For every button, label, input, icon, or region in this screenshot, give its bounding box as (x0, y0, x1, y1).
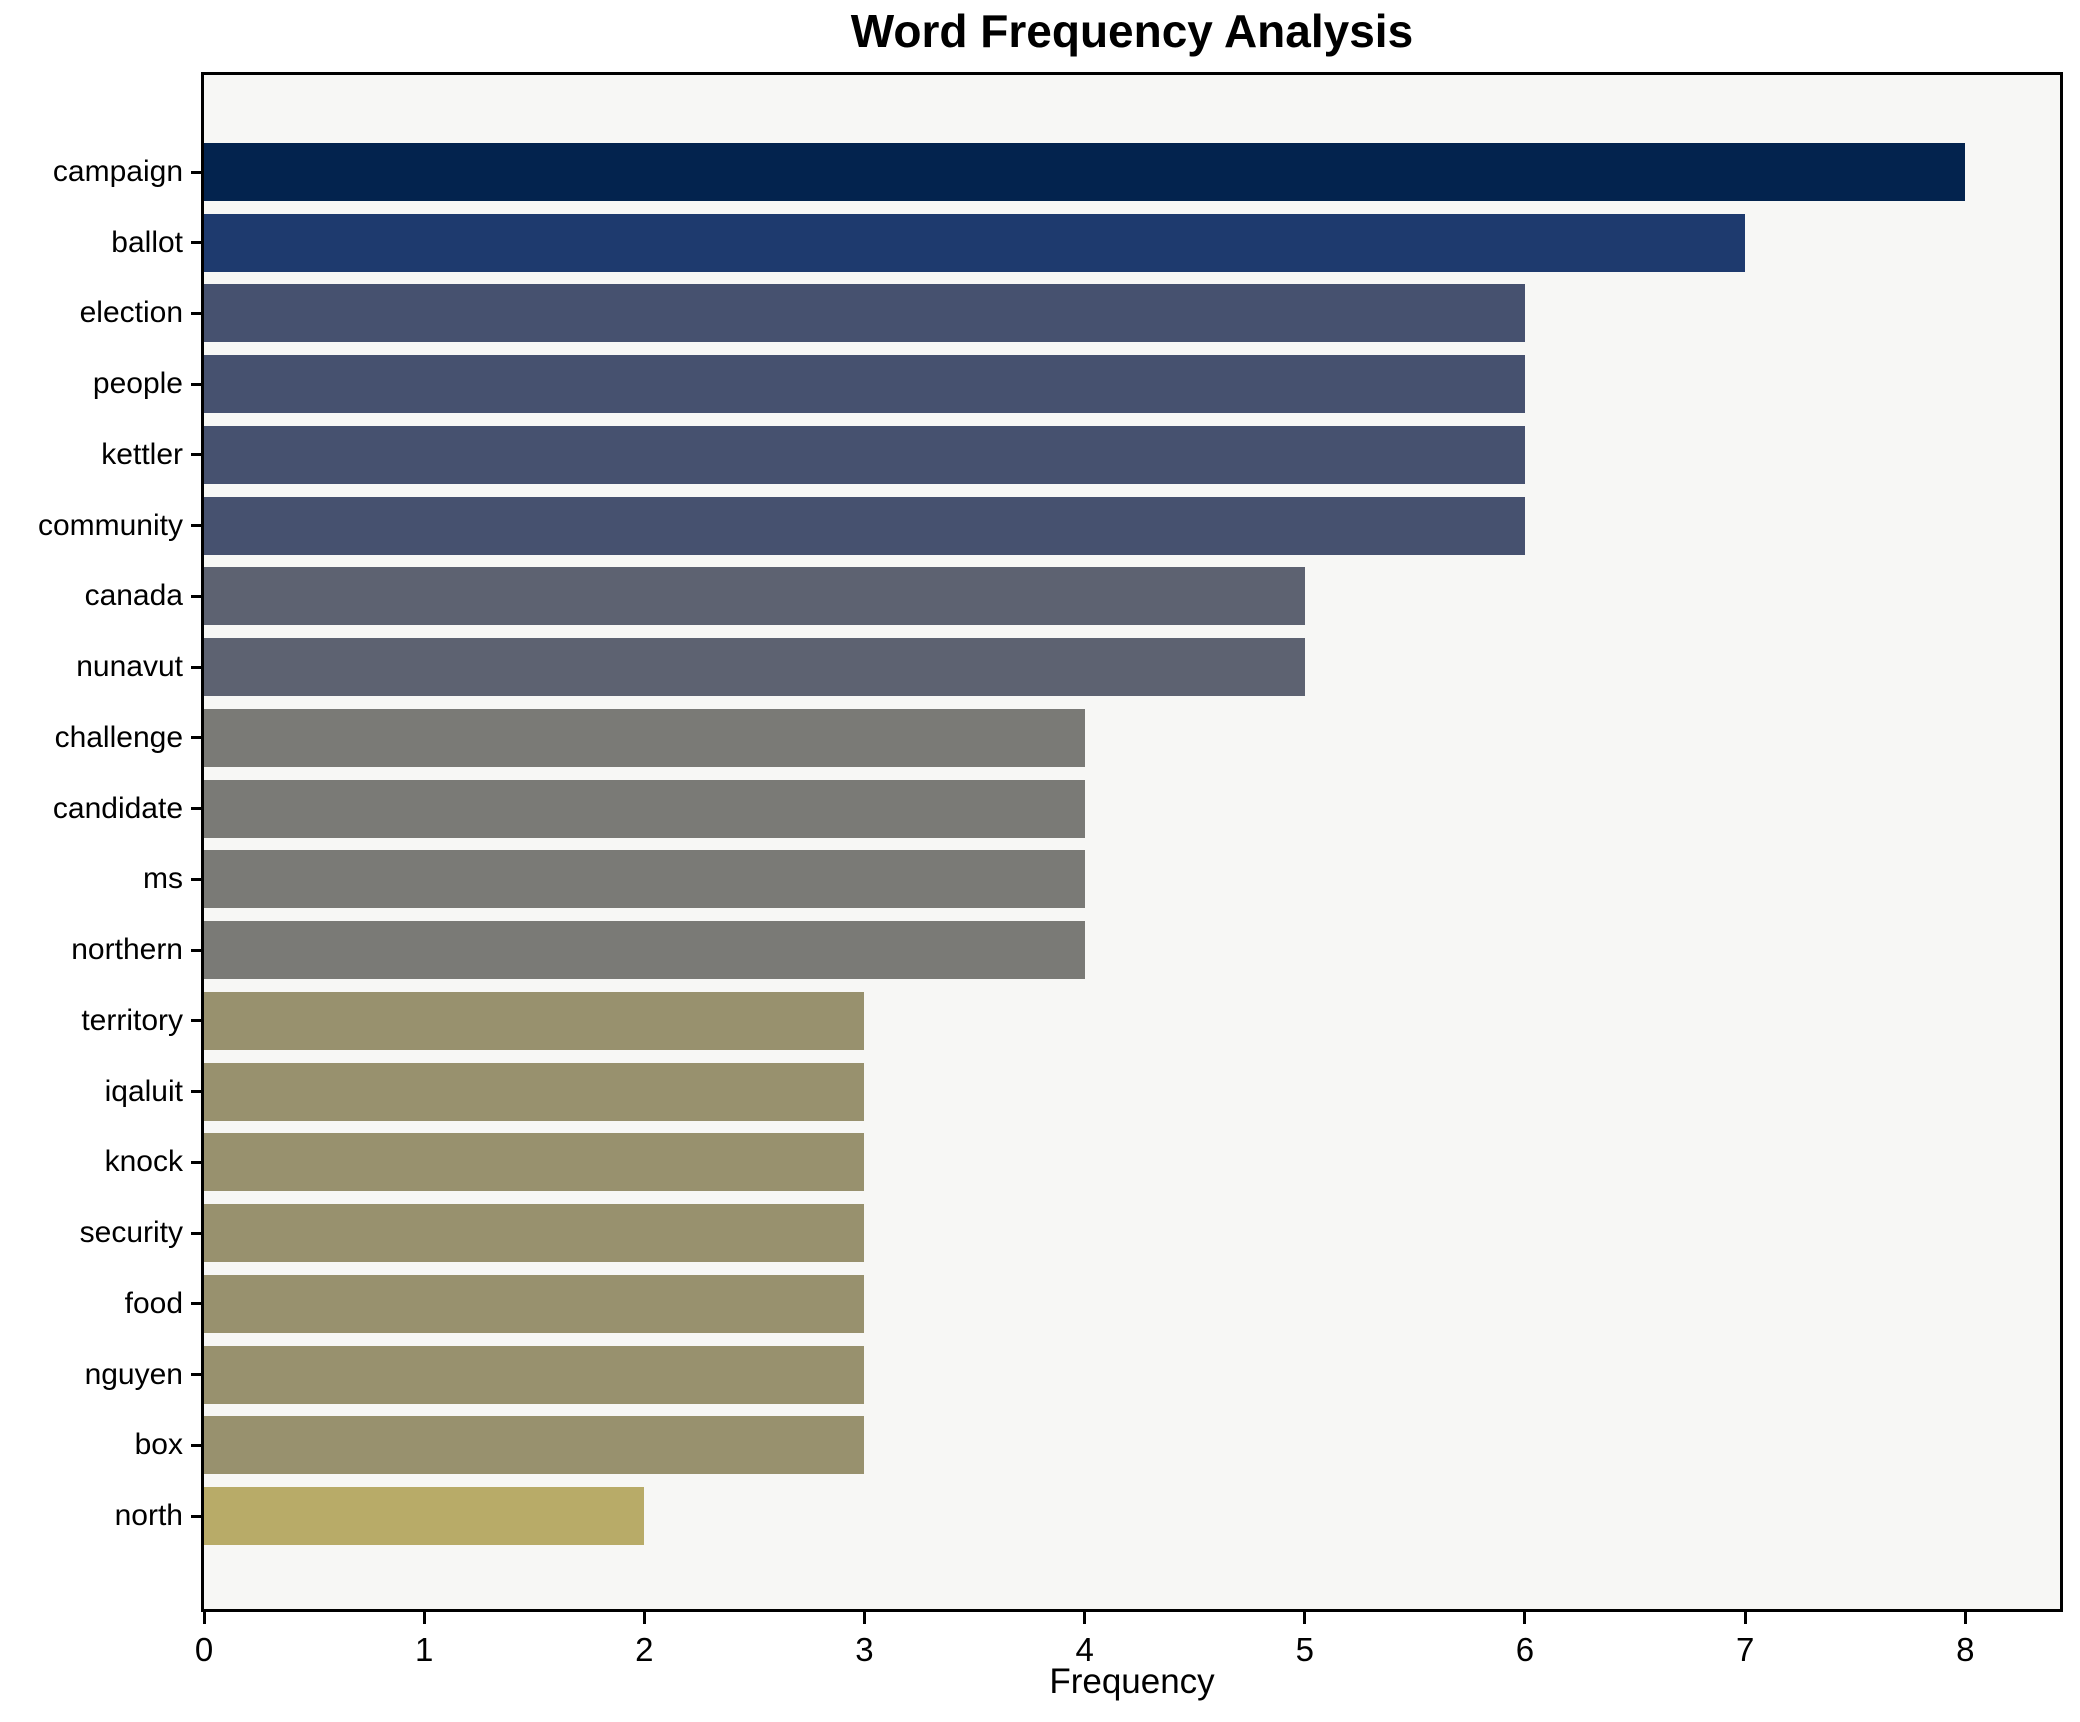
bar-territory (204, 991, 865, 1050)
x-tick-mark (642, 1612, 646, 1624)
y-tick-label-candidate: candidate (52, 791, 183, 825)
bar-people (204, 355, 1525, 414)
x-tick-label-0: 0 (194, 1631, 214, 1668)
y-tick-mark (191, 453, 201, 457)
bar-box (204, 1416, 865, 1475)
y-tick-mark (191, 1019, 201, 1023)
y-tick-mark (191, 1443, 201, 1447)
y-tick-label-nunavut: nunavut (76, 650, 183, 684)
x-tick-mark (202, 1612, 206, 1624)
y-tick-mark (191, 170, 201, 174)
bar-candidate (204, 779, 1085, 838)
chart-title: Word Frequency Analysis (850, 5, 1414, 57)
y-tick-mark (191, 241, 201, 245)
y-tick-label-territory: territory (81, 1003, 183, 1037)
y-tick-mark (191, 877, 201, 881)
x-tick-mark (1963, 1612, 1967, 1624)
x-tick-mark (1083, 1612, 1087, 1624)
y-tick-mark (191, 524, 201, 528)
y-tick-mark (191, 594, 201, 598)
x-tick-label-5: 5 (1295, 1631, 1314, 1668)
y-tick-mark (191, 807, 201, 811)
y-tick-mark (191, 1160, 201, 1164)
bar-knock (204, 1133, 865, 1192)
bar-north (204, 1487, 645, 1545)
bar-ballot (204, 213, 1746, 272)
bar-nguyen (204, 1345, 865, 1404)
bar-ms (204, 850, 1085, 909)
x-tick-mark (1743, 1612, 1747, 1624)
bar-election (204, 284, 1525, 343)
y-tick-label-people: people (92, 367, 183, 401)
x-tick-label-7: 7 (1735, 1631, 1755, 1668)
bar-security (204, 1204, 865, 1263)
y-tick-mark (191, 1302, 201, 1306)
y-tick-label-ballot: ballot (111, 225, 183, 259)
y-tick-mark (191, 1373, 201, 1377)
y-tick-label-security: security (79, 1216, 183, 1250)
y-tick-mark (191, 1231, 201, 1235)
bar-kettler (204, 425, 1525, 484)
x-tick-label-2: 2 (635, 1631, 654, 1668)
y-tick-mark (191, 1514, 201, 1518)
y-tick-label-election: election (79, 296, 183, 330)
bar-campaign (204, 143, 1966, 201)
y-tick-mark (191, 1090, 201, 1094)
bar-canada (204, 567, 1305, 626)
x-tick-mark (862, 1612, 866, 1624)
bar-iqaluit (204, 1062, 865, 1121)
y-tick-label-canada: canada (84, 579, 183, 613)
bar-nunavut (204, 638, 1305, 697)
bar-food (204, 1274, 865, 1333)
bar-northern (204, 921, 1085, 980)
y-tick-mark (191, 736, 201, 740)
bar-community (204, 496, 1525, 555)
x-tick-mark (1303, 1612, 1307, 1624)
y-tick-label-box: box (134, 1428, 183, 1462)
x-axis-label: Frequency (1049, 1662, 1215, 1701)
plot-area (201, 72, 2063, 1612)
y-tick-label-challenge: challenge (54, 720, 183, 754)
y-tick-label-nguyen: nguyen (84, 1357, 183, 1391)
x-tick-label-1: 1 (414, 1631, 434, 1668)
x-tick-label-3: 3 (855, 1631, 874, 1668)
y-tick-label-iqaluit: iqaluit (104, 1074, 183, 1108)
y-tick-mark (191, 948, 201, 952)
y-tick-label-food: food (124, 1286, 183, 1320)
bar-challenge (204, 708, 1085, 767)
x-tick-label-8: 8 (1956, 1631, 1975, 1668)
x-tick-mark (1523, 1612, 1527, 1624)
y-tick-mark (191, 382, 201, 386)
y-tick-label-north: north (114, 1499, 183, 1532)
y-tick-label-knock: knock (104, 1145, 183, 1179)
x-tick-label-6: 6 (1515, 1631, 1535, 1668)
y-tick-mark (191, 311, 201, 315)
x-tick-label-4: 4 (1075, 1631, 1094, 1668)
y-tick-label-community: community (37, 508, 183, 542)
x-tick-mark (422, 1612, 426, 1624)
y-tick-label-northern: northern (71, 933, 183, 967)
y-tick-mark (191, 665, 201, 669)
y-tick-label-ms: ms (143, 862, 183, 896)
y-tick-label-kettler: kettler (101, 437, 183, 471)
y-tick-label-campaign: campaign (52, 155, 183, 188)
